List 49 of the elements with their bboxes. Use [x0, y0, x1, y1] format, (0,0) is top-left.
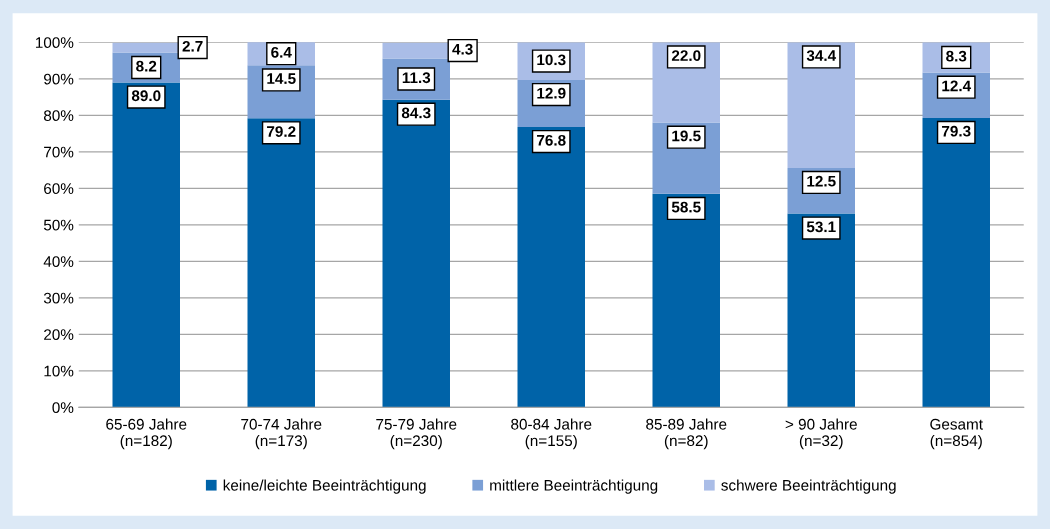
bar — [787, 213, 855, 408]
legend-label: keine/leichte Beeinträchtigung — [223, 479, 426, 494]
y-tick-label: 30% — [43, 292, 74, 304]
data-label: 34.4 — [806, 50, 837, 62]
y-tick-label: 0% — [52, 402, 74, 414]
data-label: 8.2 — [136, 60, 157, 72]
y-tick-label: 40% — [43, 256, 74, 268]
x-tick-label: 75-79 Jahre (n=230) — [376, 418, 457, 450]
data-label: 6.4 — [271, 46, 292, 58]
data-label: 89.0 — [131, 90, 161, 102]
data-label: 12.5 — [807, 175, 836, 187]
bar — [247, 118, 315, 408]
data-label: 53.1 — [806, 221, 836, 233]
data-label: 2.7 — [182, 40, 203, 52]
y-tick-label: 10% — [44, 365, 74, 377]
y-tick-label: 60% — [44, 183, 74, 195]
bar — [652, 193, 720, 408]
data-label: 84.3 — [401, 107, 431, 119]
data-label: 11.3 — [402, 72, 431, 84]
y-tick-label: 50% — [43, 219, 74, 231]
data-label: 14.5 — [267, 73, 296, 85]
bar — [382, 99, 450, 408]
x-tick-label: 65-69 Jahre (n=182) — [106, 418, 187, 450]
data-label: 8.3 — [946, 50, 967, 62]
bar — [922, 117, 990, 408]
data-label: 22.0 — [671, 50, 701, 62]
data-label: 79.2 — [267, 126, 296, 137]
legend-label: mittlere Beeinträchtigung — [490, 479, 658, 494]
x-tick-label: > 90 Jahre (n=32) — [785, 418, 857, 450]
y-tick-label: 100% — [35, 37, 74, 49]
data-label: 19.5 — [672, 130, 701, 142]
x-tick-label: Gesamt (n=854) — [930, 418, 983, 450]
data-label: 79.3 — [942, 125, 971, 137]
data-label: 12.9 — [537, 87, 566, 99]
bar — [517, 127, 585, 408]
data-label: 12.4 — [942, 80, 972, 92]
y-tick-label: 20% — [44, 329, 74, 341]
y-tick-label: 80% — [43, 110, 74, 122]
x-tick-label: 80-84 Jahre (n=155) — [511, 418, 592, 450]
data-label: 58.5 — [671, 201, 701, 213]
data-label: 10.3 — [537, 54, 566, 66]
bar — [112, 82, 180, 408]
x-tick-label: 85-89 Jahre (n=82) — [646, 418, 727, 450]
y-tick-label: 90% — [44, 73, 74, 85]
x-tick-label: 70-74 Jahre (n=173) — [241, 418, 322, 450]
data-label: 4.3 — [452, 43, 473, 55]
legend-label: schwere Beeinträchtigung — [721, 479, 896, 494]
y-tick-label: 70% — [44, 146, 74, 158]
data-label: 76.8 — [537, 134, 566, 146]
